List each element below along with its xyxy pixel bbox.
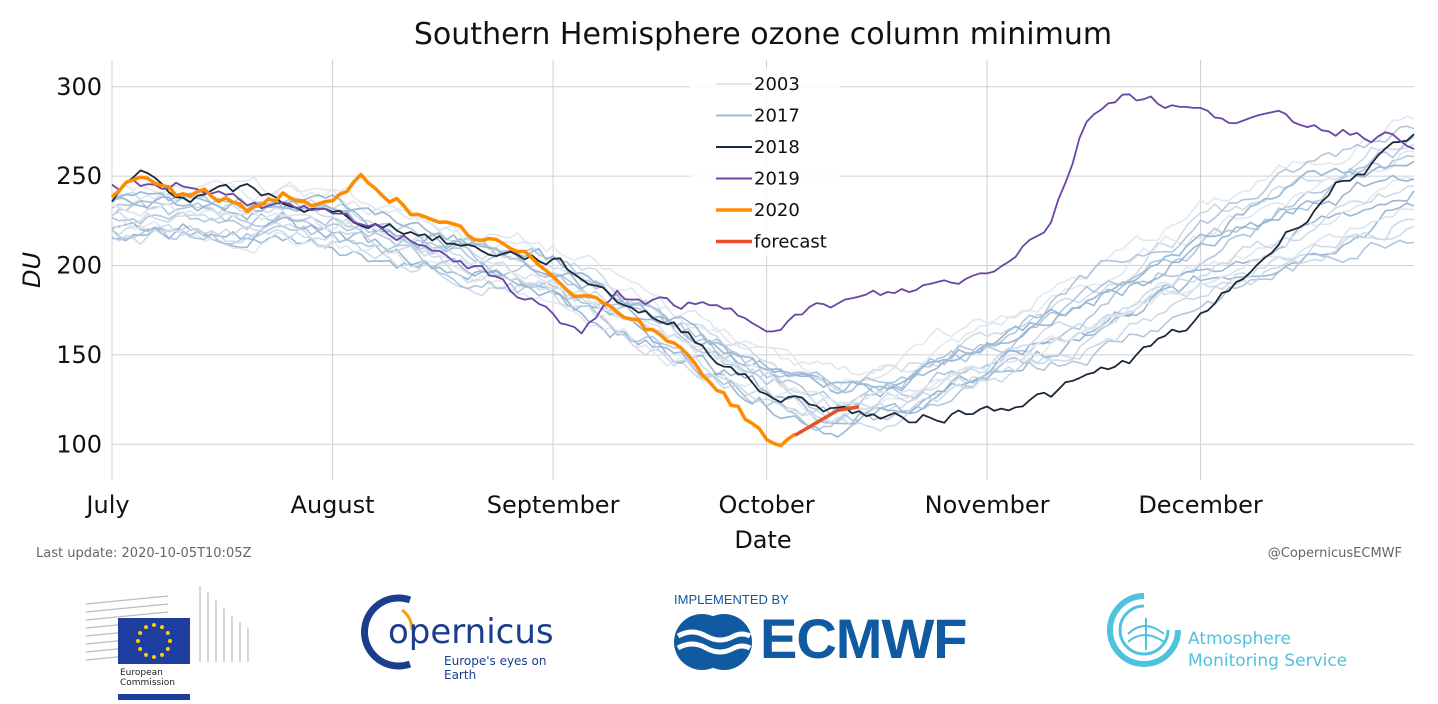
legend-label: 2017 [754, 106, 800, 127]
background-year-line [111, 185, 1415, 411]
chart-title: Southern Hemisphere ozone column minimum [414, 17, 1112, 52]
background-year-line [111, 190, 1415, 425]
series-line-2003 [111, 202, 1415, 405]
y-tick-label: 300 [56, 73, 102, 101]
legend-box [690, 68, 840, 256]
eu-star [165, 631, 170, 635]
legend-label: 2018 [754, 137, 800, 158]
background-year-line [111, 225, 1415, 432]
cams-line1: Atmosphere [1188, 629, 1291, 649]
copernicus-handle: @CopernicusECMWF [1267, 546, 1402, 561]
ecmwf-logo: IMPLEMENTED BY ECMWF [672, 590, 1012, 680]
eu-star [136, 639, 140, 643]
eu-star [152, 655, 156, 659]
series-line-2019 [111, 93, 1415, 335]
background-year-line [111, 175, 1415, 423]
eu-star [144, 652, 148, 657]
eu-star [168, 639, 172, 643]
x-tick-label: September [487, 491, 620, 519]
background-year-line [111, 143, 1415, 394]
x-tick-label: December [1138, 491, 1263, 519]
background-year-line [111, 221, 1415, 432]
background-year-line [111, 115, 1415, 392]
series-line-2020 [110, 172, 797, 448]
european-commission-logo: European Commission [80, 582, 260, 700]
copernicus-logo: opernicus Europe's eyes on Earth [352, 590, 582, 682]
ecmwf-symbol-icon [674, 614, 752, 670]
y-tick-label: 200 [56, 252, 102, 280]
x-axis-label: Date [734, 526, 791, 554]
cams-logo: Atmosphere Monitoring Service [1104, 590, 1384, 680]
ec-label-line1: European [120, 668, 163, 678]
ozone-chart: 100 150 200 250 300 July August September Octobe… [18, 17, 1415, 554]
eu-star [160, 652, 164, 657]
eu-star [160, 625, 164, 630]
eu-star [144, 625, 148, 630]
cams-globe-icon [1107, 593, 1181, 667]
last-update-text: Last update: 2020-10-05T10:05Z [36, 546, 252, 561]
cams-line2: Monitoring Service [1188, 651, 1348, 671]
legend-label: 2019 [754, 169, 800, 190]
y-tick-label: 150 [56, 341, 102, 369]
x-tick-label: August [291, 491, 375, 519]
eu-star [165, 647, 170, 651]
european-commission-emblem [85, 586, 249, 700]
ec-label-line2: Commission [120, 678, 175, 688]
ecmwf-wordmark: ECMWF [760, 607, 968, 670]
y-tick-label: 250 [56, 162, 102, 190]
x-tick-label: July [84, 491, 129, 519]
background-year-line [111, 136, 1415, 417]
y-axis-label: DU [18, 252, 46, 288]
y-tick-label: 100 [56, 430, 102, 458]
x-tick-label: November [925, 491, 1050, 519]
copernicus-c-icon [361, 594, 414, 670]
copernicus-tagline: Europe's eyes on Earth [444, 654, 547, 682]
eu-star [138, 647, 143, 651]
eu-star [152, 623, 156, 627]
legend-label: 2003 [754, 74, 800, 95]
copernicus-wordmark: opernicus [388, 612, 554, 652]
implemented-by-label: IMPLEMENTED BY [674, 592, 789, 607]
series-line-2017 [111, 160, 1415, 390]
series-line-forecast [794, 404, 860, 437]
background-year-line [111, 155, 1415, 409]
legend-label: 2020 [754, 200, 800, 221]
background-year-line [111, 174, 1415, 398]
legend-label: forecast [754, 232, 827, 253]
x-tick-label: October [719, 491, 815, 519]
eu-star [138, 631, 143, 635]
